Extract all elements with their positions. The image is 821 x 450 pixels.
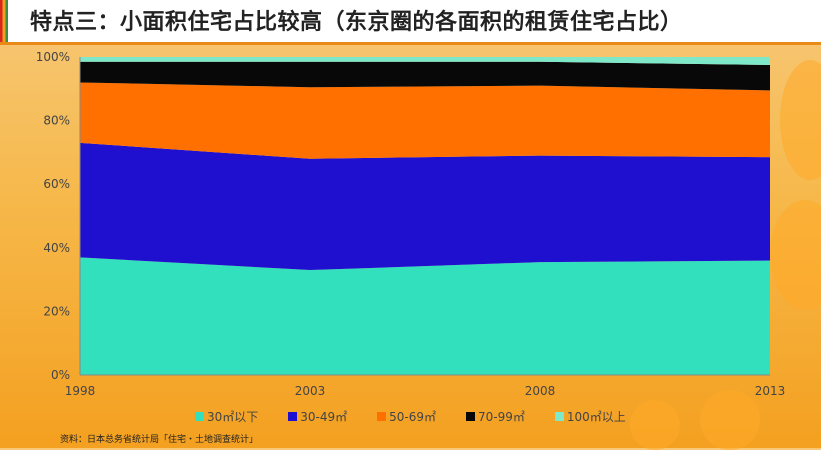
area-series-1 [80,142,770,271]
legend: 30㎡以下 30-49㎡ 50-69㎡ 70-99㎡ 100㎡以上 [195,408,626,425]
decorative-circle [770,200,821,310]
y-tick-label: 0% [51,368,70,382]
source-note: 资料：日本总务省统计局「住宅・土地调查统计」 [60,435,259,445]
x-tick-label: 2008 [525,384,556,398]
area-series-0 [80,257,770,375]
legend-swatch [195,412,204,421]
legend-label: 70-99㎡ [478,410,525,424]
y-axis: 0% 20% 40% 60% 80% 100% [36,50,81,382]
area-series-3 [80,61,770,91]
x-axis: 1998 2003 2008 2013 [65,374,786,398]
legend-item-3: 70-99㎡ [466,408,525,425]
decorative-circle [700,390,760,450]
legend-item-0: 30㎡以下 [195,408,258,425]
y-tick-label: 100% [36,50,70,64]
decorative-circle [630,400,680,450]
legend-item-1: 30-49㎡ [288,408,347,425]
legend-label: 30㎡以下 [207,410,259,424]
y-tick-label: 80% [43,114,70,128]
legend-swatch [377,412,387,421]
area-series-4 [80,57,770,65]
legend-swatch [466,412,476,421]
y-tick-label: 60% [43,177,70,191]
legend-label: 100㎡以上 [566,410,626,424]
legend-label: 50-69㎡ [389,410,437,424]
legend-item-4: 100㎡以上 [554,408,626,425]
legend-swatch [554,412,564,421]
legend-swatch [288,412,298,421]
header: 特点三：小面积住宅占比较高（东京圈的各面积的租赁住宅占比） [0,0,821,42]
y-tick-label: 20% [43,304,70,318]
x-tick-label: 2013 [755,384,786,398]
x-tick-label: 2003 [295,384,326,398]
legend-item-2: 50-69㎡ [377,408,436,425]
header-accent-bar [0,0,8,42]
legend-label: 30-49㎡ [300,410,348,424]
page-title: 特点三：小面积住宅占比较高（东京圈的各面积的租赁住宅占比） [30,10,683,35]
area-series-group [80,57,770,375]
area-series-2 [80,82,770,159]
x-tick-label: 1998 [65,384,96,398]
decorative-circle [780,60,821,180]
y-tick-label: 40% [43,241,70,255]
header-divider [0,42,821,45]
